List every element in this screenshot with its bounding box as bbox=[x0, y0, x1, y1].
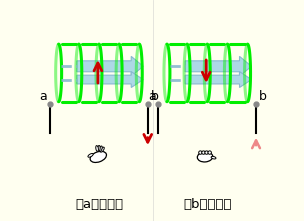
Ellipse shape bbox=[205, 151, 208, 154]
Text: b: b bbox=[259, 90, 267, 103]
Text: （a）　増加: （a） 増加 bbox=[75, 198, 123, 211]
Ellipse shape bbox=[88, 154, 93, 157]
Ellipse shape bbox=[208, 151, 211, 154]
Ellipse shape bbox=[197, 152, 213, 162]
Ellipse shape bbox=[211, 156, 216, 159]
FancyArrow shape bbox=[77, 72, 143, 88]
FancyArrow shape bbox=[185, 56, 251, 76]
Ellipse shape bbox=[199, 151, 202, 154]
Ellipse shape bbox=[98, 145, 100, 151]
Ellipse shape bbox=[202, 151, 205, 154]
FancyArrow shape bbox=[185, 72, 251, 88]
Text: a: a bbox=[148, 90, 156, 103]
Text: a: a bbox=[40, 90, 47, 103]
FancyArrow shape bbox=[77, 56, 143, 76]
Text: （b）　減少: （b） 減少 bbox=[183, 198, 232, 211]
Ellipse shape bbox=[96, 146, 98, 151]
Ellipse shape bbox=[100, 147, 104, 152]
Ellipse shape bbox=[90, 151, 106, 162]
Text: b: b bbox=[150, 90, 158, 103]
Ellipse shape bbox=[99, 146, 102, 152]
